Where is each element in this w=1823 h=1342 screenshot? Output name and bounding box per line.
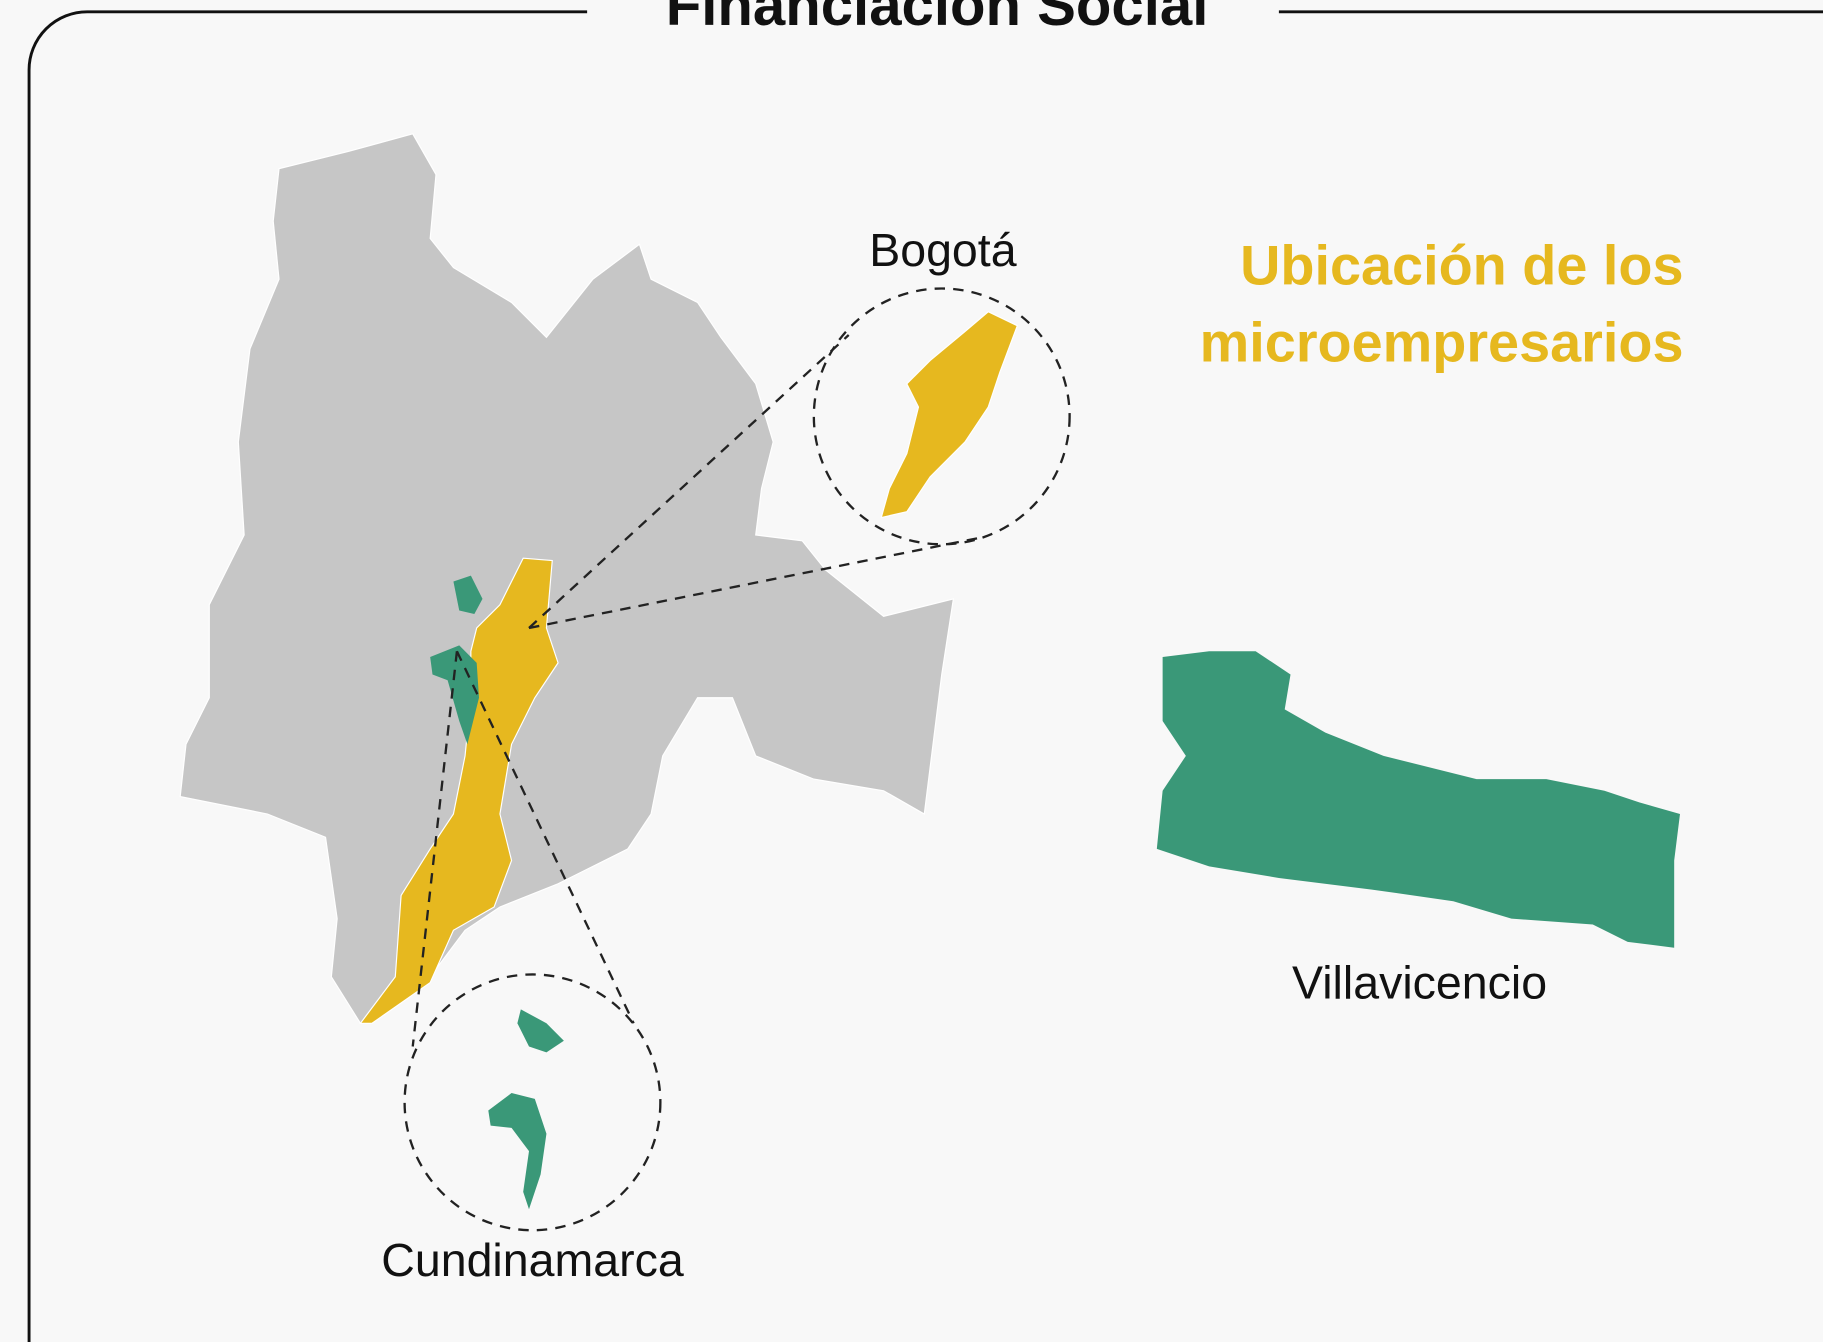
cundinamarca-zoom <box>517 1009 564 1053</box>
bogota-zoom <box>880 311 1019 519</box>
zoom-circle <box>812 287 1071 546</box>
zoom-line <box>455 650 635 1024</box>
title-gap <box>587 0 1279 29</box>
title: Financiación Social <box>666 0 1209 38</box>
region-label: Bogotá <box>869 224 1017 276</box>
zoom-line <box>528 334 850 629</box>
municipality-map <box>453 575 483 615</box>
cundinamarca-zoom <box>488 1093 547 1210</box>
villavicencio-map <box>1156 651 1680 948</box>
heading: microempresarios <box>1200 310 1684 373</box>
region-label: Cundinamarca <box>381 1234 684 1286</box>
zoom-line <box>528 536 983 630</box>
cundinamarca-map <box>179 133 955 1025</box>
zoom-circle <box>403 973 662 1232</box>
region-label: Villavicencio <box>1292 956 1547 1008</box>
heading: Ubicación de los <box>1240 234 1683 297</box>
